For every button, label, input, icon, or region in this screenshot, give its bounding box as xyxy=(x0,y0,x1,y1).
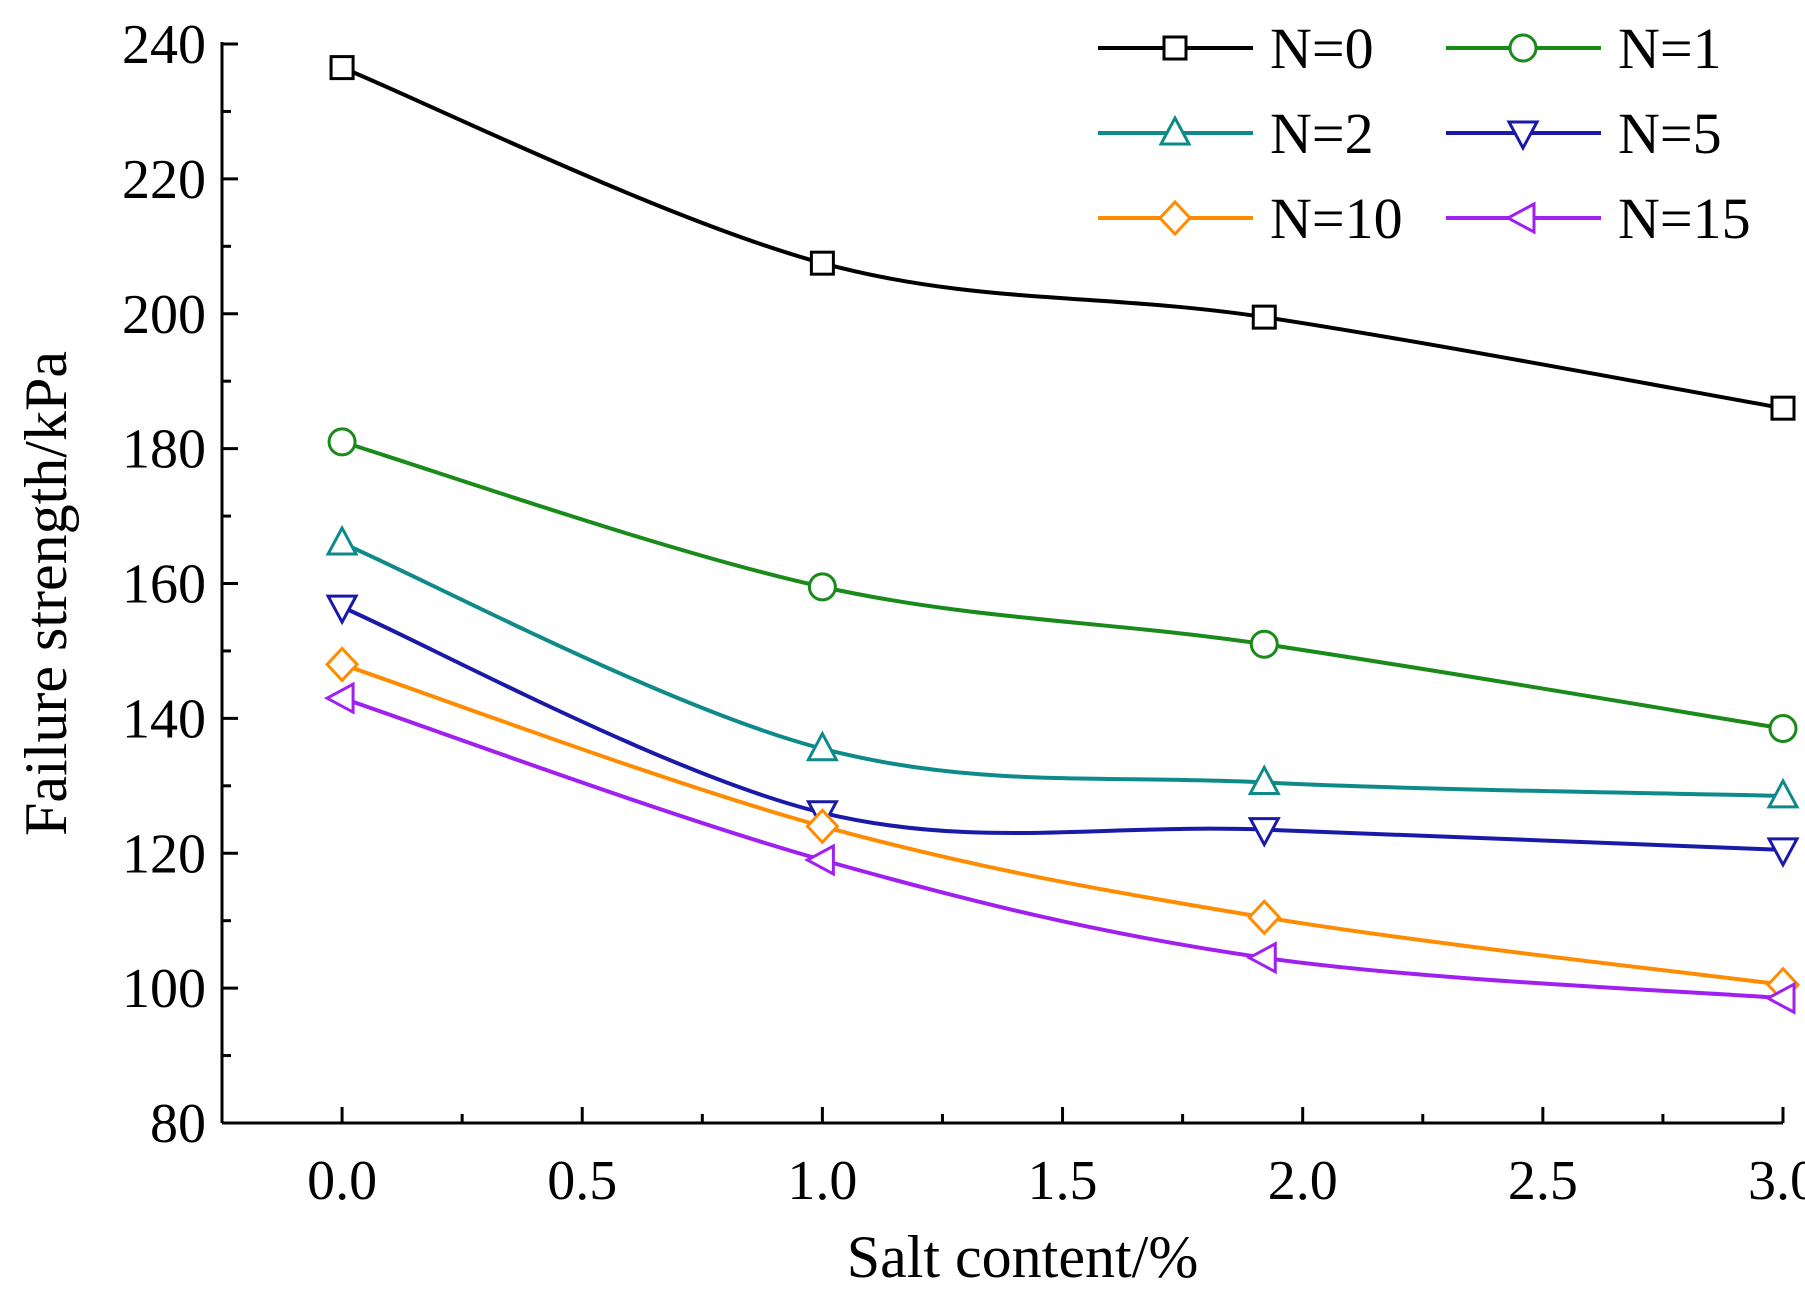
data-point xyxy=(1768,713,1798,743)
y-tick-label: 80 xyxy=(150,1093,206,1155)
legend-label: N=1 xyxy=(1618,16,1722,81)
data-point xyxy=(325,646,360,683)
x-axis-title: Salt content/% xyxy=(847,1224,1199,1290)
legend-marker xyxy=(1508,33,1538,63)
data-point xyxy=(1247,764,1281,795)
data-point xyxy=(807,572,837,602)
y-tick-label: 200 xyxy=(122,284,206,346)
data-point xyxy=(1764,981,1796,1015)
data-point xyxy=(1770,395,1796,421)
legend-entry: N=15 xyxy=(1446,186,1751,251)
legend-marker xyxy=(1158,114,1192,146)
data-point xyxy=(327,427,357,457)
data-point xyxy=(1247,817,1281,848)
series-line-n-2 xyxy=(341,541,1784,798)
data-point xyxy=(1766,777,1800,809)
series-line-n-0 xyxy=(341,65,1784,411)
data-point xyxy=(1247,899,1282,936)
y-tick-label: 140 xyxy=(122,688,206,750)
y-tick-label: 240 xyxy=(122,14,206,76)
data-point xyxy=(329,55,355,81)
data-point xyxy=(1251,304,1277,330)
y-tick-label: 180 xyxy=(122,419,206,481)
axes: 80 100 120 140 160 180 200 220 240 0.0 0.5 1.0 1.5 2.… xyxy=(122,14,1805,1212)
series-line-n-10 xyxy=(341,662,1784,987)
data-point xyxy=(1249,629,1279,659)
y-axis-title: Failure strength/kPa xyxy=(13,351,79,836)
data-point xyxy=(325,524,359,556)
legend-entry: N=10 xyxy=(1098,186,1403,251)
data-point xyxy=(1246,941,1277,975)
series-line-n-5 xyxy=(341,605,1784,852)
legend-label: N=10 xyxy=(1270,186,1403,251)
series-markers xyxy=(323,55,1801,1015)
x-tick-label: 2.0 xyxy=(1268,1150,1338,1212)
y-tick-label: 220 xyxy=(122,149,206,211)
legend-marker xyxy=(1504,201,1536,235)
x-tick-label: 0.5 xyxy=(547,1150,617,1212)
series-line-n-1 xyxy=(341,439,1784,731)
data-point xyxy=(325,594,359,626)
x-tick-label: 1.5 xyxy=(1028,1150,1098,1212)
x-tick-label: 2.5 xyxy=(1508,1150,1578,1212)
legend-marker xyxy=(1162,35,1188,61)
data-point xyxy=(804,843,835,877)
y-tick-label: 100 xyxy=(122,958,206,1020)
x-tick-label: 1.0 xyxy=(787,1150,857,1212)
legend-label: N=5 xyxy=(1618,101,1722,166)
y-tick-label: 120 xyxy=(122,823,206,885)
legend-label: N=2 xyxy=(1270,101,1374,166)
y-tick-label: 160 xyxy=(122,554,206,616)
data-point xyxy=(809,250,835,276)
data-point xyxy=(1766,837,1800,869)
legend-entry: N=1 xyxy=(1446,16,1722,81)
x-tick-label: 3.0 xyxy=(1748,1150,1805,1212)
x-tick-label: 0.0 xyxy=(307,1150,377,1212)
legend-marker xyxy=(1506,120,1540,152)
series-curves xyxy=(341,65,1784,1001)
data-point xyxy=(323,681,355,715)
legend-entry: N=0 xyxy=(1098,16,1374,81)
data-point xyxy=(805,808,840,845)
legend-entry: N=2 xyxy=(1098,101,1374,166)
legend-label: N=0 xyxy=(1270,16,1374,81)
legend-marker xyxy=(1157,199,1193,237)
legend-label: N=15 xyxy=(1618,186,1751,251)
legend-entry: N=5 xyxy=(1446,101,1722,166)
series-line-n-15 xyxy=(341,696,1784,1001)
data-point xyxy=(805,730,839,762)
legend: N=0 N=1 N=2 N=5 N=10 N=15 xyxy=(1098,16,1751,251)
